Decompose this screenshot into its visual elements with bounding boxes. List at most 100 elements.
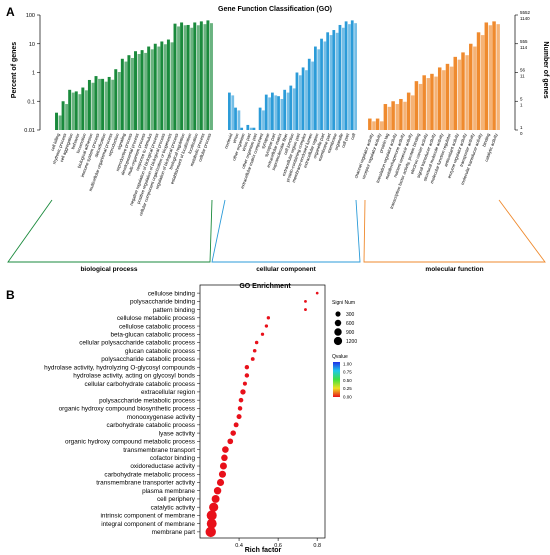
y-tick-label-left: 100 [26,13,35,19]
bar [323,41,327,130]
bar [114,69,118,130]
enrichment-point [211,494,220,503]
bar [307,58,311,131]
bar [150,49,154,130]
enrichment-point [213,487,222,495]
enrichment-point [304,308,307,311]
bar [305,70,308,130]
bar [338,24,342,131]
enrichment-point [240,389,246,395]
bar [210,23,213,131]
bar [375,118,380,130]
bar [98,78,102,130]
x-tick-label: 0.4 [235,543,243,549]
color-legend-label: 0.25 [343,386,352,391]
category-label: binding [481,132,491,147]
group-bracket [211,199,361,263]
bar [317,49,321,130]
bar [84,90,88,130]
y-tick-label-right-bottom: 1140 [520,16,530,21]
x-axis-label: Rich factor [245,547,282,554]
term-label: transmembrane transporter activity [96,480,196,487]
bar [231,95,235,130]
chart-a-title: Gene Function Classification (GO) [218,6,332,13]
bar [124,61,128,131]
term-label: transmembrane transport [123,447,195,454]
enrichment-point [206,510,217,521]
bar [488,25,493,131]
category-label: cell part [340,132,350,149]
bar [437,67,442,130]
enrichment-point [250,357,255,361]
category-label: virion part [241,132,252,152]
bar [329,35,333,131]
enrichment-point [230,430,236,436]
term-label: monooxygenase activity [127,414,196,421]
color-legend-bar [333,362,340,397]
bar [127,55,131,130]
term-label: hydrolase activity, hydrolyzing O-glycos… [44,364,195,371]
bar [104,81,108,130]
enrichment-point [266,316,271,320]
size-legend-label: 600 [346,321,355,327]
bar [426,78,431,130]
bar [74,91,78,130]
bar [414,81,419,130]
bar [258,107,262,130]
bar [71,92,75,130]
bar [111,79,115,130]
bar [228,92,231,130]
bar [326,32,330,131]
term-label: cellulose metabolic process [117,315,195,322]
bar [107,76,111,130]
bar [101,78,105,130]
bar [430,73,434,130]
bar [153,43,157,130]
y-axis-label-left: Percent of genes [11,42,18,99]
term-label: beta-glucan catabolic process [110,331,195,338]
go-enrichment-chart: GO Enrichment Rich factor 0.4 0.6 0.8 cellu… [44,283,357,554]
category-label: signaling [116,132,127,150]
bar [395,104,399,130]
category-label: membrane [326,132,338,154]
bar [61,101,65,130]
enrichment-point [227,438,234,445]
bar [341,27,345,131]
group-label: cellular component [256,266,316,273]
y-tick-label-left: 10 [29,42,35,48]
bar [411,95,415,130]
term-label: oxidoreductase activity [130,463,195,470]
color-legend-title: Qvalue [332,354,348,360]
bar [144,52,148,130]
category-label: protein tag [378,132,390,153]
y-tick-label-right-top: 56 [520,68,526,73]
enrichment-point [264,324,269,328]
enrichment-point [216,478,225,487]
term-label: organic hydroxy compound biosynthetic pr… [59,406,195,413]
bar [157,46,161,130]
bar [78,94,82,130]
term-label: cell periphery [157,496,196,503]
bar [163,44,167,130]
bar [445,63,450,131]
bar [65,104,69,130]
y-tick-label-left: 0.01 [24,128,35,134]
bar [399,98,403,130]
category-label: behavior [70,132,81,150]
bar [350,20,354,131]
bar [480,35,485,131]
term-label: integral component of membrane [101,521,195,528]
y-tick-label-right-bottom: 114 [520,45,528,50]
term-label: lyase activity [159,430,196,437]
bar [193,22,197,131]
bar [314,46,317,130]
term-label: polysaccharide binding [130,299,195,306]
y-tick-label-right-bottom: 11 [520,74,525,79]
term-label: carbohydrate metabolic process [104,471,195,478]
bar [134,51,137,131]
bar [332,30,336,131]
bar [94,76,98,130]
bar [120,58,124,131]
panel-a-label: A [6,5,15,19]
bar [262,110,265,130]
